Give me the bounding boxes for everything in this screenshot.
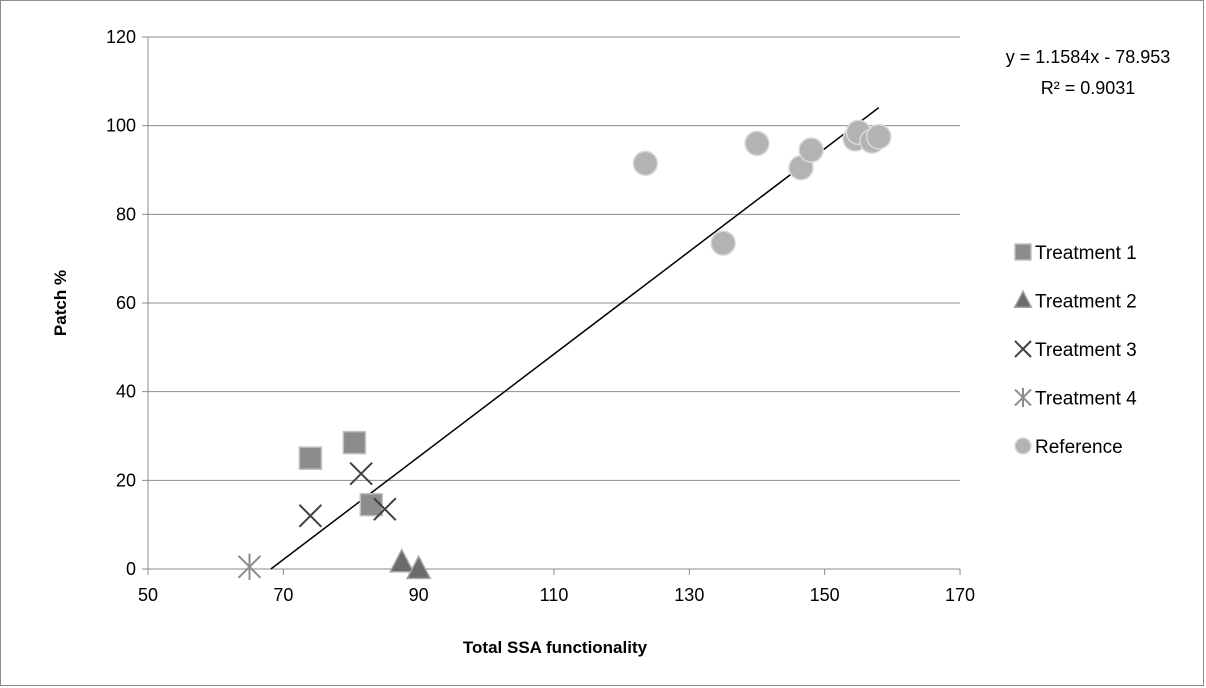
- marker-shape: [866, 124, 892, 150]
- y-tick-label: 120: [106, 27, 136, 47]
- tick-labels: 0 20 40 60 80 100 120 50 70 90 110 130 150 170: [106, 27, 975, 605]
- marker-shape: [798, 137, 824, 163]
- series-treatment-3: [298, 461, 397, 528]
- legend-label: Treatment 4: [1035, 389, 1137, 410]
- x-tick-label: 170: [945, 585, 975, 605]
- data-point: [359, 492, 384, 517]
- y-tick-label: 0: [126, 559, 136, 579]
- marker-shape: [1014, 243, 1032, 261]
- data-point: [388, 548, 415, 573]
- marker-shape: [342, 430, 367, 455]
- marker-shape: [388, 548, 415, 573]
- marker-stroke: [298, 504, 323, 528]
- x-tick-label: 150: [810, 585, 840, 605]
- marker-shape: [710, 230, 736, 256]
- marker-stroke: [373, 497, 397, 521]
- data-point: [710, 230, 736, 256]
- y-axis-title: Patch %: [51, 270, 70, 336]
- series-treatment-1: [298, 430, 384, 517]
- legend-label: Reference: [1035, 437, 1123, 458]
- series-treatment-2: [388, 548, 432, 580]
- marker-shape: [1014, 437, 1032, 455]
- marker-shape: [405, 554, 432, 580]
- data-point: [298, 446, 323, 470]
- data-point: [866, 124, 892, 150]
- x-tick-label: 110: [540, 585, 569, 605]
- data-point: [298, 504, 323, 528]
- legend-item: Treatment 2: [1013, 289, 1137, 313]
- data-point: [237, 553, 262, 580]
- trendline-r-squared: R² = 0.9031: [1041, 78, 1136, 98]
- marker-shape: [298, 446, 323, 470]
- legend-marker: [1014, 437, 1032, 455]
- data-points: [237, 119, 892, 580]
- data-point: [744, 130, 770, 157]
- legend-marker: [1013, 289, 1033, 309]
- legend-marker: [1014, 243, 1032, 261]
- legend-item: Treatment 1: [1014, 243, 1137, 264]
- legend-label: Treatment 1: [1035, 243, 1137, 264]
- legend-item: Treatment 3: [1014, 340, 1137, 361]
- marker-shape: [632, 150, 659, 177]
- data-point: [349, 461, 373, 486]
- data-point: [798, 137, 824, 163]
- series-treatment-4: [237, 553, 262, 580]
- x-tick-label: 130: [674, 585, 704, 605]
- legend: Treatment 1 Treatment 2 Treatment 3 Treatme…: [1013, 243, 1137, 458]
- marker-stroke: [349, 461, 373, 486]
- x-axis-title: Total SSA functionality: [463, 638, 648, 657]
- series-reference: [632, 119, 892, 256]
- y-tick-label: 100: [106, 116, 136, 136]
- y-tick-label: 20: [116, 470, 136, 490]
- legend-item: Treatment 4: [1014, 387, 1137, 410]
- x-tick-label: 50: [138, 585, 158, 605]
- legend-marker: [1014, 340, 1032, 358]
- data-point: [632, 150, 659, 177]
- data-point: [405, 554, 432, 580]
- y-tick-label: 40: [116, 382, 136, 402]
- axes: [142, 36, 961, 575]
- trendline: [270, 107, 880, 570]
- marker-shape: [744, 130, 770, 157]
- x-tick-label: 90: [409, 585, 429, 605]
- data-point: [342, 430, 367, 455]
- legend-item: Reference: [1014, 437, 1123, 458]
- trendline-equation: y = 1.1584x - 78.953: [1006, 47, 1171, 67]
- y-tick-label: 80: [116, 204, 136, 224]
- x-tick-label: 70: [273, 585, 293, 605]
- legend-marker: [1014, 387, 1032, 408]
- marker-shape: [359, 492, 384, 517]
- trendline-group: [270, 107, 880, 570]
- marker-shape: [1013, 289, 1033, 309]
- y-tick-label: 60: [116, 293, 136, 313]
- gridlines: [148, 36, 960, 481]
- legend-label: Treatment 3: [1035, 340, 1137, 361]
- data-point: [373, 497, 397, 521]
- legend-label: Treatment 2: [1035, 292, 1137, 313]
- marker-stroke: [1014, 340, 1032, 358]
